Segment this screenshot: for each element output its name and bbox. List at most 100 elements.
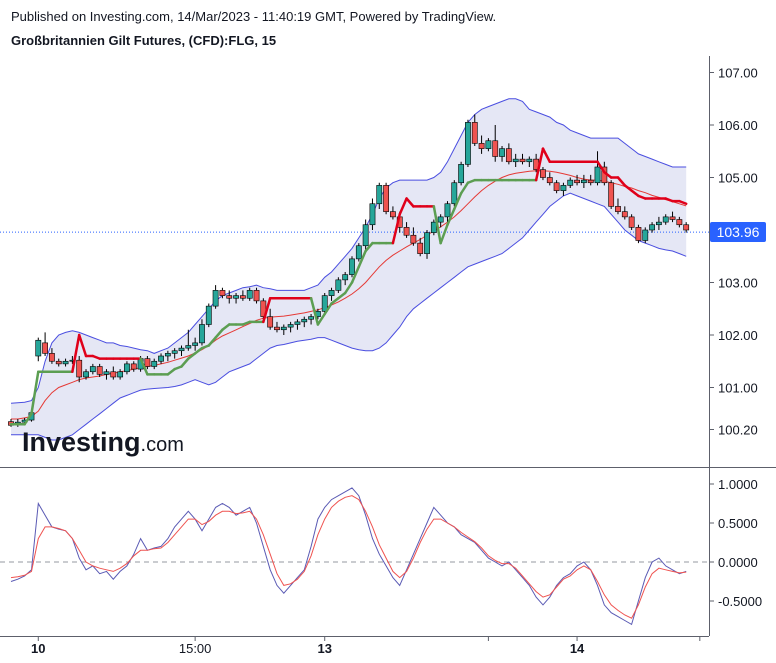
candle[interactable] — [280, 324, 287, 336]
candle[interactable] — [178, 345, 185, 357]
candle[interactable] — [512, 153, 519, 167]
candle[interactable] — [649, 222, 655, 233]
candle[interactable] — [560, 182, 567, 196]
candle[interactable] — [676, 216, 683, 228]
candle[interactable] — [267, 308, 274, 330]
candle[interactable] — [465, 119, 471, 167]
candle[interactable] — [403, 222, 410, 238]
candle[interactable] — [417, 237, 424, 257]
candle[interactable] — [567, 177, 574, 189]
candle[interactable] — [390, 206, 396, 220]
price-pane[interactable] — [0, 98, 709, 441]
candle[interactable] — [410, 227, 417, 246]
candle[interactable] — [478, 135, 485, 154]
candle[interactable] — [205, 303, 212, 328]
candle[interactable] — [124, 361, 130, 375]
candle[interactable] — [540, 167, 546, 181]
candle[interactable] — [335, 277, 342, 293]
candle[interactable] — [362, 219, 369, 252]
candle[interactable] — [103, 369, 110, 380]
candle[interactable] — [164, 350, 171, 362]
candle[interactable] — [301, 316, 308, 328]
candle-body — [212, 290, 219, 307]
candle[interactable] — [683, 222, 690, 233]
candle[interactable] — [96, 363, 103, 377]
candle[interactable] — [669, 211, 676, 223]
candle[interactable] — [621, 206, 628, 220]
candle-body — [662, 216, 669, 223]
supertrend-down-segment — [262, 297, 272, 324]
candle[interactable] — [505, 143, 512, 165]
candle[interactable] — [239, 290, 246, 301]
candle[interactable] — [274, 321, 280, 333]
candle[interactable] — [233, 293, 239, 304]
candle[interactable] — [383, 182, 389, 215]
candle[interactable] — [253, 287, 260, 304]
candle[interactable] — [471, 114, 478, 147]
candle[interactable] — [151, 358, 158, 370]
candle[interactable] — [608, 180, 615, 209]
candle[interactable] — [430, 219, 437, 236]
candle[interactable] — [328, 287, 335, 301]
candle[interactable] — [444, 201, 451, 223]
candle[interactable] — [499, 146, 505, 162]
candle[interactable] — [130, 361, 137, 372]
candle[interactable] — [308, 314, 314, 325]
candle[interactable] — [144, 356, 151, 370]
candle[interactable] — [62, 358, 69, 367]
candle[interactable] — [246, 287, 253, 301]
candle[interactable] — [580, 174, 587, 188]
candle[interactable] — [76, 356, 83, 383]
candle[interactable] — [451, 180, 458, 207]
candle[interactable] — [642, 227, 649, 244]
candle[interactable] — [349, 256, 355, 278]
candle[interactable] — [546, 172, 553, 186]
candle[interactable] — [185, 329, 192, 351]
candle[interactable] — [424, 230, 430, 259]
candle-body — [226, 295, 233, 299]
candle[interactable] — [321, 293, 328, 314]
candle[interactable] — [574, 174, 580, 186]
candle[interactable] — [171, 348, 178, 359]
candle[interactable] — [662, 214, 669, 225]
bollinger-basis-line — [11, 170, 687, 420]
candle[interactable] — [294, 319, 301, 330]
supertrend-down-segment — [405, 197, 415, 208]
candle[interactable] — [355, 243, 362, 262]
candle[interactable] — [212, 285, 219, 309]
candle[interactable] — [526, 156, 533, 168]
candle[interactable] — [42, 332, 48, 356]
candle[interactable] — [192, 337, 199, 351]
candle[interactable] — [553, 180, 560, 194]
candle[interactable] — [485, 138, 492, 152]
candle[interactable] — [110, 366, 117, 380]
candle[interactable] — [199, 319, 205, 346]
bollinger-lower-line — [11, 192, 687, 441]
candle[interactable] — [376, 182, 383, 209]
candle[interactable] — [342, 272, 349, 286]
candle[interactable] — [369, 198, 376, 231]
candle[interactable] — [117, 369, 124, 380]
candle[interactable] — [458, 161, 465, 186]
candle[interactable] — [35, 337, 42, 362]
candle[interactable] — [89, 363, 96, 375]
candle[interactable] — [49, 348, 55, 364]
supertrend-down-segment — [534, 147, 545, 182]
candle[interactable] — [615, 198, 621, 215]
candle[interactable] — [83, 369, 89, 380]
candle[interactable] — [226, 290, 233, 304]
candle[interactable] — [628, 214, 635, 230]
oscillator-pane[interactable] — [0, 487, 709, 626]
candle[interactable] — [492, 125, 499, 162]
candle[interactable] — [158, 353, 164, 364]
candle[interactable] — [219, 287, 226, 299]
candle[interactable] — [594, 151, 601, 186]
candle[interactable] — [519, 153, 526, 165]
candle[interactable] — [587, 174, 594, 186]
candle[interactable] — [287, 321, 294, 333]
candle[interactable] — [635, 224, 642, 244]
candle[interactable] — [55, 358, 62, 367]
candle[interactable] — [655, 216, 662, 230]
candle[interactable] — [437, 214, 444, 228]
